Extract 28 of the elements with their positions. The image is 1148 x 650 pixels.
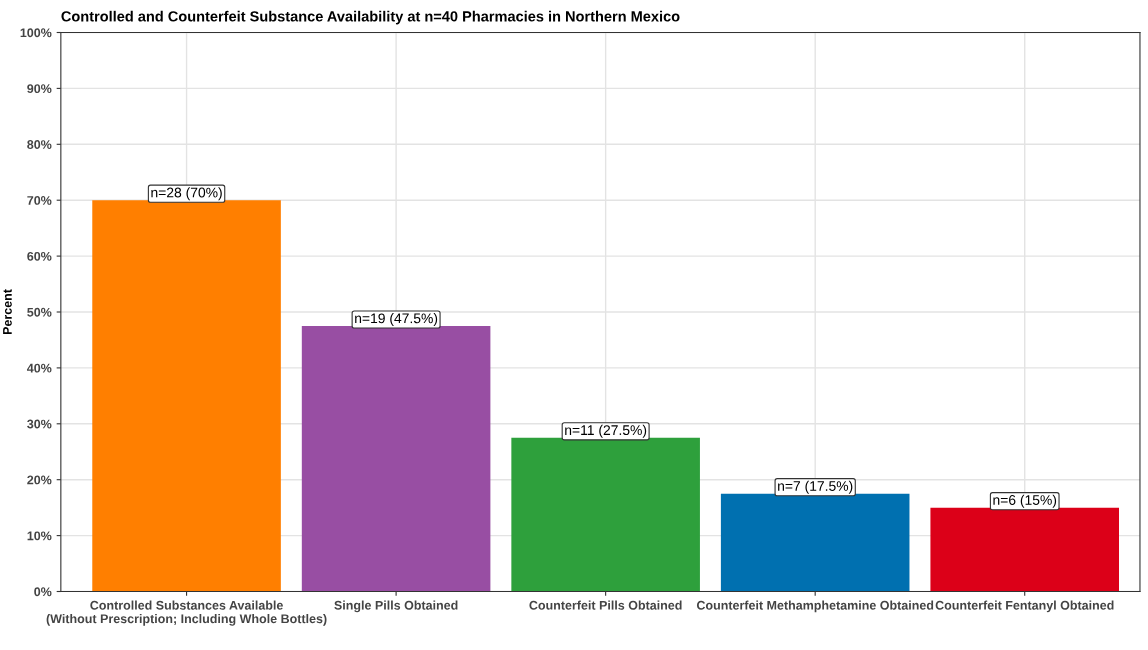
bar xyxy=(511,437,700,592)
data-label: n=19 (47.5%) xyxy=(355,313,438,326)
x-tick-label: Controlled Substances Available (Without Prescription; Including Whole Bottles) xyxy=(46,600,327,626)
x-tick-label: Counterfeit Pills Obtained xyxy=(529,600,682,610)
data-label: n=11 (27.5%) xyxy=(565,424,647,438)
data-label: n=28 (70%) xyxy=(151,187,222,201)
y-tick-label: 50% xyxy=(27,307,52,317)
y-tick-label: 60% xyxy=(27,251,52,261)
y-tick-label: 0% xyxy=(34,587,52,597)
y-tick-label: 100% xyxy=(20,28,52,38)
y-tick-label: 80% xyxy=(27,140,52,149)
bar xyxy=(930,507,1120,592)
y-tick-label: 90% xyxy=(27,84,52,94)
y-tick-label: 40% xyxy=(26,363,52,373)
y-tick-label: 30% xyxy=(27,419,52,429)
data-label: n=7 (17.5%) xyxy=(778,480,853,494)
x-tick-label: Counterfeit Methamphetamine Obtained xyxy=(696,600,934,613)
data-label: n=6 (15%) xyxy=(993,494,1057,508)
bar xyxy=(92,200,281,592)
bar xyxy=(720,493,910,592)
chart-title: Controlled and Counterfeit Substance Availability at n=40 Pharmacies in Northern Mexico xyxy=(61,10,680,25)
x-tick-label: Single Pills Obtained xyxy=(334,600,458,613)
x-tick-label: Counterfeit Fentanyl Obtained xyxy=(935,600,1114,613)
y-tick-label: 20% xyxy=(27,475,52,485)
bar xyxy=(301,325,491,592)
y-tick-label: 70% xyxy=(27,196,52,205)
y-tick-label: 10% xyxy=(27,531,52,541)
y-axis-title: Percent xyxy=(3,289,12,335)
